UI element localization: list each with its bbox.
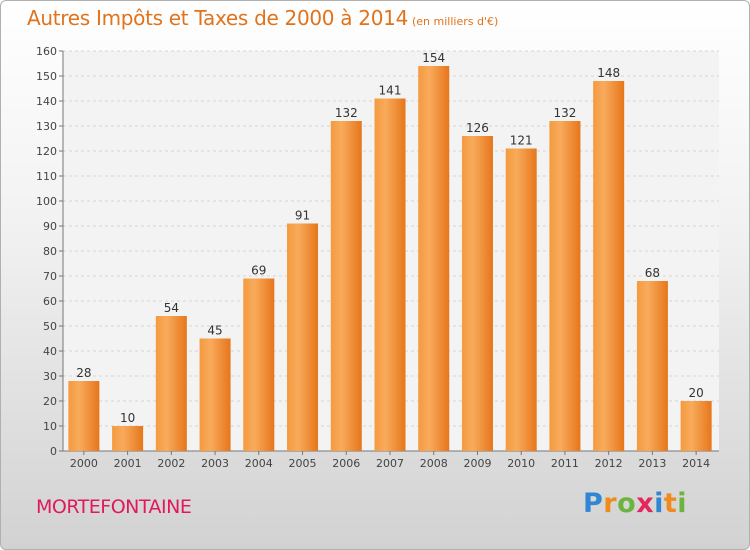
- y-tick-label: 70: [43, 270, 57, 283]
- x-tick-label-2006: 2006: [332, 457, 360, 470]
- y-tick-label: 0: [50, 445, 57, 458]
- data-label-2006: 132: [335, 106, 358, 120]
- bar-2006: [330, 121, 362, 451]
- y-tick-label: 30: [43, 370, 57, 383]
- bar-2000: [68, 381, 100, 451]
- bar-2012: [593, 81, 625, 451]
- x-tick-label-2001: 2001: [114, 457, 142, 470]
- bar-2010: [505, 148, 537, 451]
- bar-2008: [418, 66, 450, 451]
- y-tick-label: 150: [36, 70, 57, 83]
- y-tick-label: 40: [43, 345, 57, 358]
- proxiti-logo: Proxiti: [583, 488, 688, 519]
- y-tick-label: 120: [36, 145, 57, 158]
- bar-2005: [287, 223, 319, 451]
- data-label-2002: 54: [164, 301, 179, 315]
- bar-2011: [549, 121, 581, 451]
- data-label-2013: 68: [645, 266, 660, 280]
- title-main: Autres Impôts et Taxes de 2000 à 2014: [27, 6, 408, 30]
- bar-2007: [374, 98, 406, 451]
- x-tick-label-2007: 2007: [376, 457, 404, 470]
- x-tick-label-2002: 2002: [157, 457, 185, 470]
- data-label-2005: 91: [295, 209, 310, 223]
- x-tick-label-2004: 2004: [245, 457, 273, 470]
- x-tick-label-2003: 2003: [201, 457, 229, 470]
- bar-2001: [112, 426, 144, 451]
- data-label-2012: 148: [597, 66, 620, 80]
- data-label-2008: 154: [422, 51, 445, 65]
- bar-2009: [461, 136, 493, 451]
- y-tick-label: 130: [36, 120, 57, 133]
- y-tick-label: 160: [36, 45, 57, 58]
- y-tick-label: 140: [36, 95, 57, 108]
- bar-2002: [155, 316, 187, 451]
- y-tick-label: 50: [43, 320, 57, 333]
- x-tick-label-2010: 2010: [507, 457, 535, 470]
- data-label-2004: 69: [251, 264, 266, 278]
- y-tick-label: 80: [43, 245, 57, 258]
- bar-2003: [199, 338, 231, 451]
- data-label-2001: 10: [120, 411, 135, 425]
- x-tick-label-2013: 2013: [638, 457, 666, 470]
- data-label-2007: 141: [379, 84, 402, 98]
- x-tick-label-2008: 2008: [420, 457, 448, 470]
- data-label-2000: 28: [76, 366, 91, 380]
- y-tick-label: 100: [36, 195, 57, 208]
- x-tick-label-2000: 2000: [70, 457, 98, 470]
- y-tick-label: 20: [43, 395, 57, 408]
- x-tick-label-2012: 2012: [595, 457, 623, 470]
- y-tick-label: 60: [43, 295, 57, 308]
- bar-2014: [680, 401, 712, 451]
- x-tick-label-2009: 2009: [463, 457, 491, 470]
- commune-name: MORTEFONTAINE: [36, 496, 192, 518]
- x-tick-label-2005: 2005: [289, 457, 317, 470]
- data-label-2010: 121: [510, 134, 533, 148]
- y-tick-label: 110: [36, 170, 57, 183]
- data-label-2009: 126: [466, 121, 489, 135]
- x-tick-label-2011: 2011: [551, 457, 579, 470]
- title-unit: (en milliers d'€): [412, 15, 499, 28]
- data-label-2011: 132: [553, 106, 576, 120]
- bar-2013: [636, 281, 668, 451]
- y-tick-label: 10: [43, 420, 57, 433]
- chart-title: Autres Impôts et Taxes de 2000 à 2014 (en…: [27, 6, 498, 30]
- bar-2004: [243, 278, 275, 451]
- data-label-2003: 45: [207, 324, 222, 338]
- x-tick-label-2014: 2014: [682, 457, 710, 470]
- data-label-2014: 20: [688, 386, 703, 400]
- y-tick-label: 90: [43, 220, 57, 233]
